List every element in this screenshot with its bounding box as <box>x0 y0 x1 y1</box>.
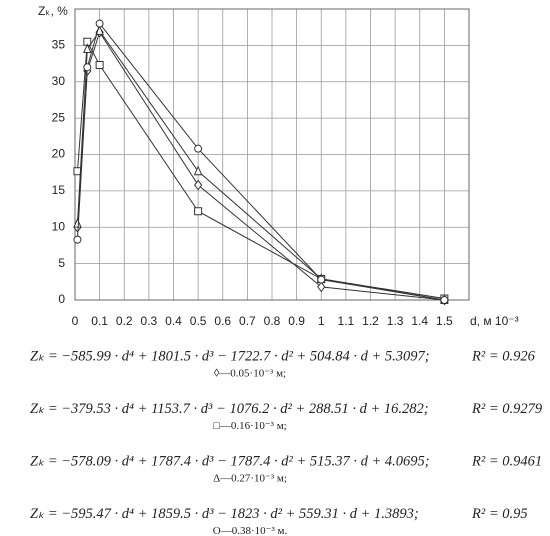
y-tick-label: 20 <box>52 147 66 161</box>
x-tick-label: 1.2 <box>362 314 379 328</box>
marker <box>317 275 326 284</box>
series-line <box>76 29 445 301</box>
x-tick-label: 0.8 <box>264 314 281 328</box>
legend-label: ◊—0.05·10⁻³ м; <box>214 368 286 380</box>
x-tick-label: 0.2 <box>116 314 133 328</box>
marker <box>194 144 203 153</box>
x-tick-label: 0.7 <box>239 314 256 328</box>
y-tick-label: 30 <box>52 74 66 88</box>
marker <box>95 61 104 70</box>
x-tick-label: 0.4 <box>165 314 182 328</box>
x-tick-label: 0.9 <box>288 314 305 328</box>
y-tick-label: 25 <box>52 110 66 124</box>
marker <box>83 63 92 72</box>
x-tick-label: 0 <box>72 314 79 328</box>
series-line <box>76 31 445 301</box>
x-tick-label: 1.1 <box>338 314 355 328</box>
marker <box>440 296 449 304</box>
y-tick-label: 35 <box>52 38 66 52</box>
legend-label: □—0.16·10⁻³ м; <box>213 420 286 432</box>
y-axis-label: Zₖ, % <box>38 4 68 18</box>
equation: Zₖ = −595.47 · d⁴ + 1859.5 · d³ − 1823 ·… <box>30 506 419 522</box>
equation: Zₖ = −578.09 · d⁴ + 1787.4 · d³ − 1787.4… <box>30 453 430 469</box>
x-tick-label: 0.6 <box>214 314 231 328</box>
x-tick-label: 1 <box>318 314 325 328</box>
r-squared: R² = 0.926 <box>471 348 536 364</box>
marker <box>73 235 82 244</box>
marker <box>73 217 82 228</box>
x-tick-label: 1.3 <box>387 314 404 328</box>
y-tick-label: 10 <box>52 219 66 233</box>
x-tick-label: 0.5 <box>190 314 207 328</box>
series-line <box>76 22 445 301</box>
x-tick-label: 0.3 <box>141 314 158 328</box>
marker <box>194 207 203 216</box>
y-tick-label: 5 <box>58 256 65 270</box>
r-squared: R² = 0.9279 <box>471 401 543 417</box>
x-tick-label: 1.4 <box>411 314 428 328</box>
series-line <box>76 39 445 300</box>
x-axis-label: d, м 10⁻³ <box>470 314 519 328</box>
equation: Zₖ = −379.53 · d⁴ + 1153.7 · d³ − 1076.2… <box>30 401 429 417</box>
legend-label: O—0.38·10⁻³ м. <box>213 525 288 536</box>
marker <box>193 165 203 176</box>
marker <box>193 179 203 191</box>
marker <box>83 43 92 54</box>
y-tick-label: 15 <box>52 183 66 197</box>
r-squared: R² = 0.95 <box>471 506 528 522</box>
x-tick-label: 0.1 <box>91 314 108 328</box>
x-tick-label: 1.5 <box>436 314 453 328</box>
marker <box>95 19 104 28</box>
equation: Zₖ = −585.99 · d⁴ + 1801.5 · d³ − 1722.7… <box>30 348 430 364</box>
r-squared: R² = 0.9461 <box>471 453 542 469</box>
y-tick-label: 0 <box>58 292 65 306</box>
marker <box>317 281 326 293</box>
plot-frame <box>74 8 470 301</box>
legend-label: Δ—0.27·10⁻³ м; <box>213 473 287 485</box>
